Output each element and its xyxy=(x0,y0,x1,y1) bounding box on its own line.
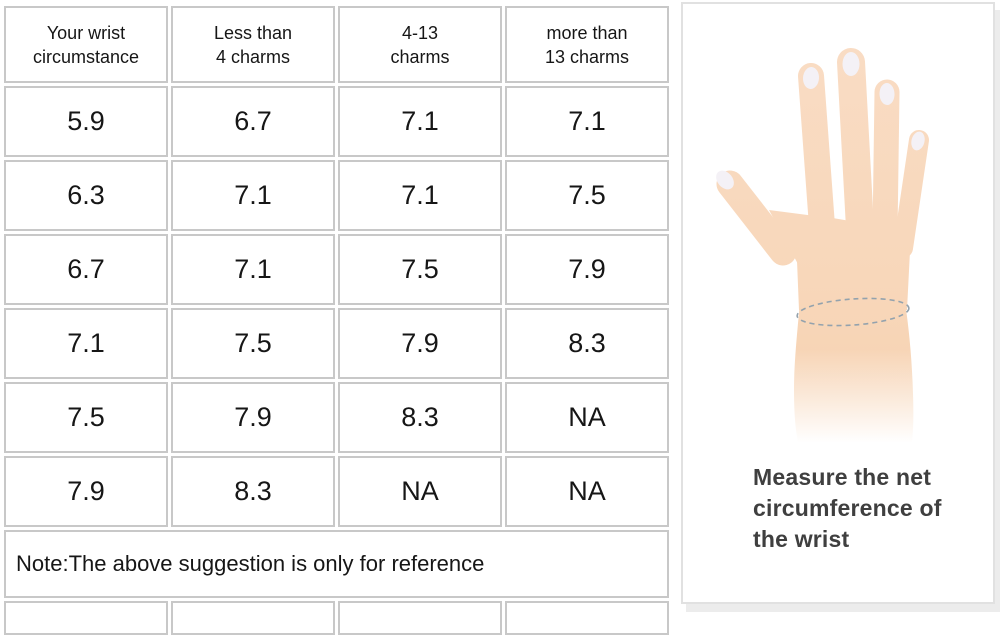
size-value-cell: 7.5 xyxy=(338,234,502,305)
size-value-cell: 6.7 xyxy=(4,234,168,305)
table-row: 6.3 7.1 7.1 7.5 xyxy=(4,160,669,231)
size-value-cell: NA xyxy=(505,456,669,527)
empty-cell xyxy=(4,601,168,635)
wrist-dashed-ellipse xyxy=(796,297,910,327)
size-value-cell: 7.5 xyxy=(4,382,168,453)
size-value-cell: 7.1 xyxy=(171,160,335,231)
hand-illustration xyxy=(716,48,948,484)
empty-cell xyxy=(505,601,669,635)
size-value-cell: 7.9 xyxy=(171,382,335,453)
header-cell-more-than-13: more than 13 charms xyxy=(505,6,669,83)
size-value-cell: 7.1 xyxy=(338,160,502,231)
size-value-cell: NA xyxy=(505,382,669,453)
empty-cell xyxy=(338,601,502,635)
empty-cell xyxy=(171,601,335,635)
size-value-cell: 8.3 xyxy=(171,456,335,527)
table-row: 7.9 8.3 NA NA xyxy=(4,456,669,527)
size-value-cell: 7.5 xyxy=(505,160,669,231)
size-value-cell: 6.7 xyxy=(171,86,335,157)
fingernails xyxy=(716,52,925,190)
size-chart-table: Your wrist circumstance Less than 4 char… xyxy=(1,3,672,638)
size-value-cell: 7.5 xyxy=(171,308,335,379)
table-row: 6.7 7.1 7.5 7.9 xyxy=(4,234,669,305)
size-value-cell: 7.1 xyxy=(4,308,168,379)
note-row: Note:The above suggestion is only for re… xyxy=(4,530,669,598)
table-row: 7.1 7.5 7.9 8.3 xyxy=(4,308,669,379)
header-row: Your wrist circumstance Less than 4 char… xyxy=(4,6,669,83)
size-value-cell: 7.1 xyxy=(505,86,669,157)
table-row: 5.9 6.7 7.1 7.1 xyxy=(4,86,669,157)
table-row: 7.5 7.9 8.3 NA xyxy=(4,382,669,453)
size-value-cell: 7.9 xyxy=(338,308,502,379)
size-value-cell: 7.9 xyxy=(4,456,168,527)
size-value-cell: 8.3 xyxy=(338,382,502,453)
note-text: Note:The above suggestion is only for re… xyxy=(4,530,669,598)
measurement-panel: Measure the net circumference of the wri… xyxy=(681,2,995,604)
size-value-cell: NA xyxy=(338,456,502,527)
size-value-cell: 7.1 xyxy=(338,86,502,157)
size-value-cell: 7.9 xyxy=(505,234,669,305)
measurement-caption: Measure the net circumference of the wri… xyxy=(753,464,942,552)
size-value-cell: 7.1 xyxy=(171,234,335,305)
size-value-cell: 5.9 xyxy=(4,86,168,157)
header-cell-less-than-4: Less than 4 charms xyxy=(171,6,335,83)
clipped-partial-row xyxy=(4,601,669,635)
wrist-fade-overlay xyxy=(758,349,948,484)
header-cell-4-13: 4-13 charms xyxy=(338,6,502,83)
header-cell-wrist: Your wrist circumstance xyxy=(4,6,168,83)
size-value-cell: 6.3 xyxy=(4,160,168,231)
size-value-cell: 8.3 xyxy=(505,308,669,379)
